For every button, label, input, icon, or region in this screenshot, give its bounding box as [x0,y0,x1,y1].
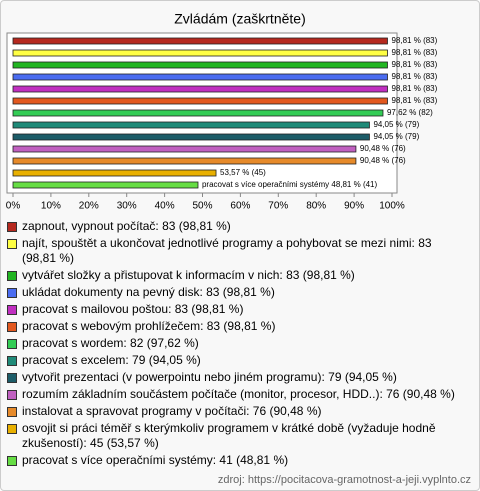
legend-swatch [7,407,17,417]
legend-label: vytvářet složky a přistupovat k informac… [22,268,355,282]
legend-item: pracovat s excelem: 79 (94,05 %) [7,353,467,368]
legend-swatch [7,373,17,383]
legend-swatch [7,424,17,434]
legend-item: zapnout, vypnout počítač: 83 (98,81 %) [7,219,467,234]
value-label: 98,81 % (83) [391,60,437,69]
legend-swatch [7,356,17,366]
legend-item: pracovat s více operačními systémy: 41 (… [7,453,467,468]
legend-swatch [7,456,17,466]
value-label: pracovat s více operačními systémy 48,81… [202,180,378,189]
x-tick-label: 60% [230,201,250,212]
bar [12,97,388,105]
legend-label: vytvořit prezentaci (v powerpointu nebo … [22,370,397,384]
legend-swatch [7,271,17,281]
legend-item: pracovat s wordem: 82 (97,62 %) [7,336,467,351]
bar [12,145,357,153]
legend-label: pracovat s excelem: 79 (94,05 %) [22,353,201,367]
value-label: 98,81 % (83) [391,96,437,105]
legend-item: rozumím základním součástem počítače (mo… [7,387,467,402]
value-label: 94,05 % (79) [373,132,419,141]
legend-label: ukládat dokumenty na pevný disk: 83 (98,… [22,285,275,299]
legend-label: pracovat s mailovou poštou: 83 (98,81 %) [22,302,244,316]
bar [12,49,388,57]
x-tick-label: 20% [79,201,99,212]
value-label: 90,48 % (76) [360,156,406,165]
legend-label: najít, spouštět a ukončovat jednotlivé p… [22,236,432,265]
bar [12,121,370,129]
bar [12,109,384,117]
x-tick-label: 40% [155,201,175,212]
bar [12,169,217,177]
legend-label: pracovat s wordem: 82 (97,62 %) [22,336,199,350]
legend-item: osvojit si práci téměř s kterýmkoliv pro… [7,421,467,451]
legend-swatch [7,305,17,315]
x-tick-label: 0% [6,201,21,212]
x-tick-label: 90% [344,201,364,212]
legend-item: pracovat s mailovou poštou: 83 (98,81 %) [7,302,467,317]
legend-label: pracovat s více operačními systémy: 41 (… [22,453,289,467]
value-label: 94,05 % (79) [373,120,419,129]
bar [12,181,199,189]
value-label: 98,81 % (83) [391,48,437,57]
legend-label: rozumím základním součástem počítače (mo… [22,387,455,401]
legend-swatch [7,322,17,332]
legend-item: vytvořit prezentaci (v powerpointu nebo … [7,370,467,385]
value-label: 98,81 % (83) [391,72,437,81]
legend-swatch [7,339,17,349]
value-label: 98,81 % (83) [391,36,437,45]
x-tick-label: 100% [379,201,405,212]
bar [12,133,370,141]
legend-label: instalovat a spravovat programy v počíta… [22,404,322,418]
legend-item: vytvářet složky a přistupovat k informac… [7,268,467,283]
value-label: 53,57 % (45) [220,168,266,177]
x-tick-label: 30% [117,201,137,212]
value-label: 90,48 % (76) [360,144,406,153]
legend-swatch [7,390,17,400]
legend-label: pracovat s webovým prohlížečem: 83 (98,8… [22,319,276,333]
legend: zapnout, vypnout počítač: 83 (98,81 %) na… [7,219,467,470]
x-tick-label: 10% [41,201,61,212]
legend-item: najít, spouštět a ukončovat jednotlivé p… [7,236,467,266]
legend-swatch [7,288,17,298]
bar [12,61,388,69]
x-tick-label: 70% [268,201,288,212]
bar [12,73,388,81]
x-tick-label: 50% [192,201,212,212]
legend-item: pracovat s webovým prohlížečem: 83 (98,8… [7,319,467,334]
legend-label: zapnout, vypnout počítač: 83 (98,81 %) [22,219,231,233]
bar [12,37,388,45]
value-label: 98,81 % (83) [391,84,437,93]
legend-swatch [7,239,17,249]
legend-item: ukládat dokumenty na pevný disk: 83 (98,… [7,285,467,300]
legend-swatch [7,222,17,232]
source: zdroj: https://pocitacova-gramotnost-a-j… [217,474,471,486]
x-tick-label: 80% [306,201,326,212]
chart: Zvládám (zaškrtněte) 0% 10% 20% 30% 40% 50% 60… [6,11,438,212]
value-label: 97,62 % (82) [387,108,433,117]
legend-label: osvojit si práci téměř s kterýmkoliv pro… [22,421,436,450]
bar [12,157,357,165]
legend-item: instalovat a spravovat programy v počíta… [7,404,467,419]
bar [12,85,388,93]
chart-title: Zvládám (zaškrtněte) [174,11,305,27]
